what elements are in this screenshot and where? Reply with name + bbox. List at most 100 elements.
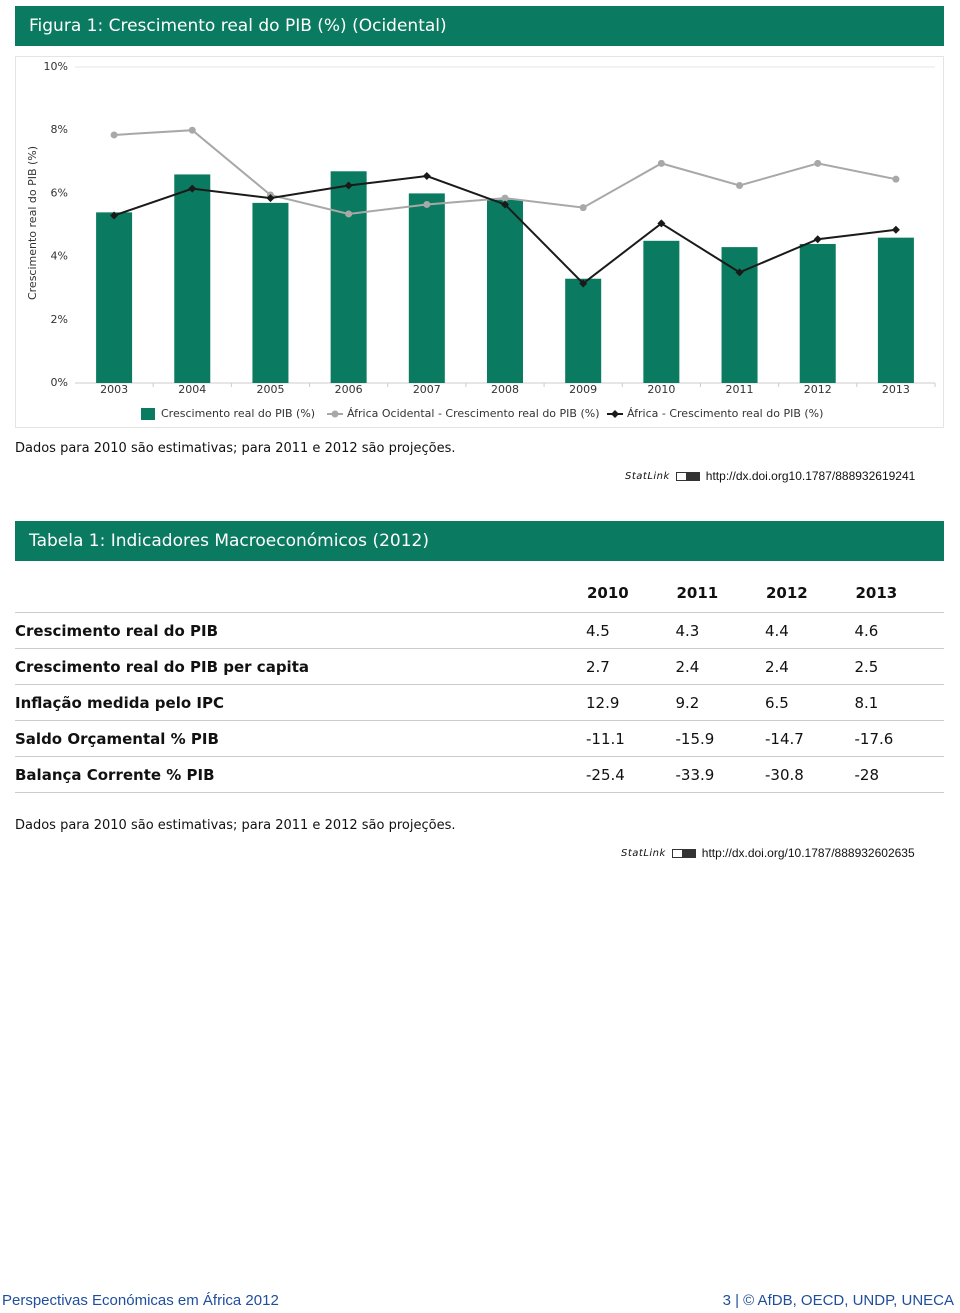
table-cell: 4.5 xyxy=(586,612,676,649)
line-point xyxy=(611,410,619,418)
x-tick-label: 2008 xyxy=(491,383,519,396)
footer-left: Perspectivas Económicas em África 2012 xyxy=(2,1292,279,1309)
line-point xyxy=(736,182,744,189)
bar xyxy=(252,202,289,383)
table-cell: 12.9 xyxy=(586,684,676,721)
table: 2010 2011 2012 2013 Crescimento real do PIB 4… xyxy=(15,574,944,793)
header-cell xyxy=(15,574,586,613)
line-point xyxy=(345,210,353,218)
bar xyxy=(565,278,602,383)
statlink-icon xyxy=(671,848,696,858)
row-label: Balança Corrente % PIB xyxy=(15,756,586,793)
table-title: Tabela 1: Indicadores Macroeconómicos (2… xyxy=(15,521,944,561)
column-header: 2012 xyxy=(765,574,855,613)
y-tick-label: 2% xyxy=(51,313,68,326)
line-point xyxy=(891,225,900,234)
line-point xyxy=(331,410,339,418)
line-point xyxy=(110,211,119,220)
table-cell: -25.4 xyxy=(586,756,676,793)
line-point xyxy=(110,131,118,139)
x-tick-label: 2009 xyxy=(569,383,597,396)
line-point xyxy=(735,268,744,277)
table-row: Crescimento real do PIB 4.5 4.3 4.4 4.6 xyxy=(15,612,944,649)
x-tick-label: 2006 xyxy=(335,383,363,396)
bar xyxy=(330,171,367,383)
table-cell: 4.6 xyxy=(854,612,944,649)
line-point xyxy=(344,181,353,190)
table-cell: 2.4 xyxy=(675,648,765,685)
statlink: StatLink http://dx.doi.org10.1787/888932… xyxy=(625,469,915,483)
line-point xyxy=(188,126,196,134)
line-point xyxy=(423,200,431,208)
y-axis-title: Crescimento real do PIB (%) xyxy=(26,146,39,300)
table-cell: -17.6 xyxy=(854,720,944,757)
bar xyxy=(487,199,523,383)
row-label: Inflação medida pelo IPC xyxy=(15,684,586,721)
table-cell: 4.4 xyxy=(765,612,855,649)
table-cell: 4.3 xyxy=(675,612,765,649)
line-point xyxy=(188,184,197,193)
line-point xyxy=(579,279,588,288)
legend-label: Crescimento real do PIB (%) xyxy=(161,407,315,420)
y-tick-label: 8% xyxy=(51,123,68,136)
table-cell: 6.5 xyxy=(765,684,855,721)
statlink-url[interactable]: http://dx.doi.org10.1787/888932619241 xyxy=(705,469,916,483)
x-tick-label: 2010 xyxy=(647,383,675,396)
table-row: Inflação medida pelo IPC 12.9 9.2 6.5 8.1 xyxy=(15,684,944,721)
line-point xyxy=(579,204,587,212)
table-cell: -15.9 xyxy=(675,720,765,757)
chart-frame xyxy=(15,56,944,428)
table-cell: -30.8 xyxy=(765,756,855,793)
table-cell: 2.5 xyxy=(854,648,944,685)
column-header: 2011 xyxy=(675,574,765,613)
bar xyxy=(799,243,836,383)
statlink-logo: StatLink xyxy=(625,470,670,482)
statlink: StatLink http://dx.doi.org/10.1787/88893… xyxy=(621,846,915,860)
line-point xyxy=(501,194,509,202)
table-cell: -28 xyxy=(854,756,944,793)
y-tick-label: 0% xyxy=(51,376,68,389)
statlink-logo: StatLink xyxy=(621,847,666,859)
column-header: 2013 xyxy=(854,574,944,613)
table-cell: -14.7 xyxy=(765,720,855,757)
table-row: Crescimento real do PIB per capita 2.7 2.4… xyxy=(15,648,944,685)
statlink-icon xyxy=(675,471,700,481)
y-tick-label: 10% xyxy=(44,60,68,73)
bar xyxy=(643,240,680,383)
x-tick-label: 2004 xyxy=(178,383,206,396)
table-cell: 9.2 xyxy=(675,684,765,721)
header-row: 2010 2011 2012 2013 xyxy=(15,574,944,613)
line-point xyxy=(813,235,822,244)
y-tick-label: 6% xyxy=(51,186,68,199)
figure-title: Figura 1: Crescimento real do PIB (%) (O… xyxy=(15,6,944,46)
line-point xyxy=(657,219,666,228)
figure-note: Dados para 2010 são estimativas; para 20… xyxy=(15,441,456,456)
table-row: Balança Corrente % PIB -25.4 -33.9 -30.8 -28 xyxy=(15,756,944,793)
footer-right: 3 | © AfDB, OECD, UNDP, UNECA xyxy=(722,1292,954,1309)
line-point xyxy=(814,159,822,167)
x-tick-label: 2003 xyxy=(100,383,128,396)
legend-label: África - Crescimento real do PIB (%) xyxy=(627,407,823,420)
line-point xyxy=(422,172,431,181)
line-point xyxy=(657,159,665,167)
table-cell: 2.7 xyxy=(586,648,676,685)
row-label: Crescimento real do PIB per capita xyxy=(15,648,586,685)
legend-swatch xyxy=(141,408,155,420)
line-point xyxy=(266,194,275,203)
x-tick-label: 2012 xyxy=(804,383,832,396)
bar xyxy=(408,193,445,383)
bar xyxy=(96,212,133,383)
bar xyxy=(877,237,914,383)
legend-label: África Ocidental - Crescimento real do P… xyxy=(347,407,600,420)
table-row: Saldo Orçamental % PIB -11.1 -15.9 -14.7 -17… xyxy=(15,720,944,757)
statlink-url[interactable]: http://dx.doi.org/10.1787/888932602635 xyxy=(701,846,915,860)
table-cell: 8.1 xyxy=(854,684,944,721)
column-header: 2010 xyxy=(586,574,676,613)
table-cell: 2.4 xyxy=(765,648,855,685)
table-cell: -33.9 xyxy=(675,756,765,793)
x-tick-label: 2005 xyxy=(256,383,284,396)
line-point xyxy=(501,200,509,209)
row-label: Saldo Orçamental % PIB xyxy=(15,720,586,757)
row-label: Crescimento real do PIB xyxy=(15,612,586,649)
